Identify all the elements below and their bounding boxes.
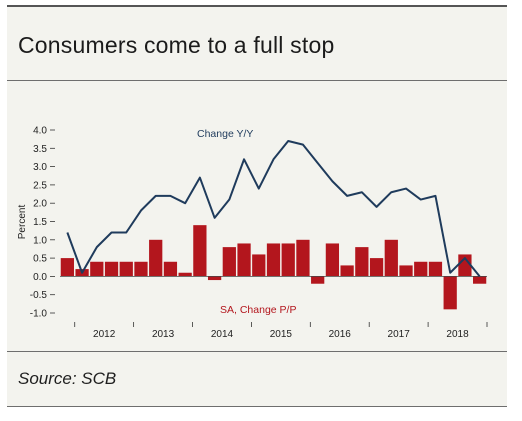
bar-17 [311,276,325,284]
x-tick-label-1: 2013 [152,329,175,340]
y-tick-label-7: 0.5 [33,254,47,265]
title-divider [7,80,507,81]
y-axis-title: Percent [17,205,28,240]
bar-9 [193,225,207,277]
y-tick-label-10: -1.0 [30,309,48,320]
bar-6 [149,239,163,277]
bar-11 [222,247,236,277]
bar-22 [384,239,398,277]
chart-panel: Consumers come to a full stop Source: SC… [7,5,507,407]
line-change-yy [66,139,481,278]
y-tick-label-1: 3.5 [33,144,47,155]
bar-25 [428,261,443,277]
top-rule [7,5,507,7]
bar-21 [369,258,384,277]
x-tick-label-2: 2014 [211,329,234,340]
bar-16 [296,239,310,277]
bar-23 [399,265,413,277]
bar-28 [473,276,487,284]
y-tick-label-2: 3.0 [33,162,47,173]
bar-0 [60,258,74,277]
bar-14 [266,243,281,277]
y-tick-label-3: 2.5 [33,180,47,191]
series-label-sa-change-pp: SA, Change P/P [220,304,296,316]
bar-18 [325,243,340,277]
y-tick-label-6: 1.0 [33,235,47,246]
y-tick-label-4: 2.0 [33,199,47,210]
bar-5 [134,261,148,277]
bar-12 [237,243,251,277]
source-divider [7,351,507,352]
y-tick-label-9: -0.5 [30,290,48,301]
x-tick-label-0: 2012 [93,329,116,340]
bar-24 [414,261,428,277]
bar-20 [355,247,369,277]
x-tick-label-6: 2018 [446,329,469,340]
bar-3 [104,261,119,277]
source-note: Source: SCB [18,369,117,388]
bar-8 [178,272,192,277]
chart-title: Consumers come to a full stop [18,32,335,58]
axes: 4.0 3.5 3.0 2.5 2.0 1.5 1.0 0.5 0.0 -0.5 -1.0 2012 2… [30,126,488,340]
y-tick-label-0: 4.0 [33,126,47,137]
bar-13 [252,254,266,277]
y-tick-label-8: 0.0 [33,272,47,283]
bar-19 [340,265,354,277]
bar-series [60,225,487,310]
bar-10 [207,276,222,281]
bar-2 [90,261,104,277]
series-label-change-yy: Change Y/Y [197,128,253,140]
chart-labels: Percent Change Y/Y SA, Change P/P [17,128,296,316]
bar-7 [163,261,178,277]
x-tick-label-3: 2015 [270,329,293,340]
bottom-rule [7,406,507,407]
bar-27 [458,254,472,277]
x-tick-label-5: 2017 [388,329,411,340]
y-tick-label-5: 1.5 [33,217,47,228]
x-tick-label-4: 2016 [329,329,352,340]
bar-4 [119,261,133,277]
bar-15 [281,243,295,277]
bar-26 [443,276,457,310]
line-series [66,139,481,278]
